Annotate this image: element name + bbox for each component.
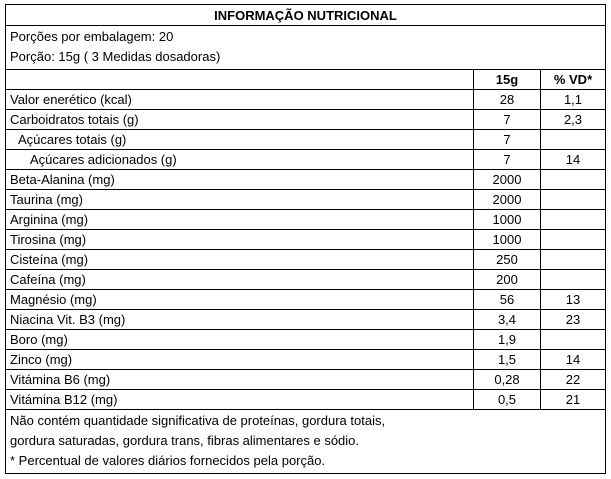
amount-cell: 2000 [473, 189, 541, 210]
table-row: Boro (mg) 1,9 [5, 329, 606, 350]
table-title: INFORMAÇÃO NUTRICIONAL [5, 4, 606, 26]
nutrient-name: Carboidratos totais (g) [5, 109, 474, 130]
amount-cell: 200 [473, 269, 541, 290]
nutrient-name: Açúcares totais (g) [5, 129, 474, 150]
table-row: Cisteína (mg) 250 [5, 249, 606, 270]
table-row: Açúcares totais (g) 7 [5, 129, 606, 150]
footer-row: Não contém quantidade significativa de p… [5, 409, 606, 474]
table-row: Carboidratos totais (g) 7 2,3 [5, 109, 606, 130]
amount-cell: 0,5 [473, 389, 541, 410]
nutrient-name: Tirosina (mg) [5, 229, 474, 250]
vd-cell: 1,1 [540, 89, 606, 110]
serving-line: Porções por embalagem: 20 [10, 29, 174, 44]
vd-cell: 13 [540, 289, 606, 310]
header-cell [5, 69, 474, 90]
nutrient-name: Magnésio (mg) [5, 289, 474, 310]
nutrient-name: Arginina (mg) [5, 209, 474, 230]
serving-line: Porção: 15g ( 3 Medidas dosadoras) [10, 49, 221, 64]
amount-cell: 28 [473, 89, 541, 110]
nutrient-name: Vitámina B12 (mg) [5, 389, 474, 410]
nutrition-table: INFORMAÇÃO NUTRICIONAL Porções por embal… [5, 4, 606, 474]
table-row: Beta-Alanina (mg) 2000 [5, 169, 606, 190]
nutrient-name: Taurina (mg) [5, 189, 474, 210]
nutrient-name: Valor enerético (kcal) [5, 89, 474, 110]
amount-cell: 1000 [473, 209, 541, 230]
table-row: Zinco (mg) 1,5 14 [5, 349, 606, 370]
vd-cell: 2,3 [540, 109, 606, 130]
vd-cell [540, 269, 606, 290]
amount-cell: 7 [473, 109, 541, 130]
nutrient-name: Niacina Vit. B3 (mg) [5, 309, 474, 330]
table-row: Niacina Vit. B3 (mg) 3,4 23 [5, 309, 606, 330]
footer-line: Não contém quantidade significativa de p… [10, 413, 386, 428]
nutrient-name: Zinco (mg) [5, 349, 474, 370]
header-cell: % VD* [540, 69, 606, 90]
nutrient-name: Boro (mg) [5, 329, 474, 350]
footer-cell: Não contém quantidade significativa de p… [5, 409, 606, 474]
vd-cell: 21 [540, 389, 606, 410]
amount-cell: 2000 [473, 169, 541, 190]
table-row: Taurina (mg) 2000 [5, 189, 606, 210]
amount-cell: 1000 [473, 229, 541, 250]
vd-cell [540, 189, 606, 210]
amount-cell: 7 [473, 129, 541, 150]
table-row: Magnésio (mg) 56 13 [5, 289, 606, 310]
serving-info: Porções por embalagem: 20 Porção: 15g ( … [5, 25, 606, 70]
table-row: Vitámina B12 (mg) 0,5 21 [5, 389, 606, 410]
amount-cell: 1,9 [473, 329, 541, 350]
vd-cell [540, 129, 606, 150]
footer-line: gordura saturadas, gordura trans, fibras… [10, 433, 360, 448]
amount-cell: 56 [473, 289, 541, 310]
nutrient-name: Cisteína (mg) [5, 249, 474, 270]
vd-cell: 14 [540, 149, 606, 170]
amount-cell: 3,4 [473, 309, 541, 330]
table-row: Açúcares adicionados (g) 7 14 [5, 149, 606, 170]
table-row: Cafeína (mg) 200 [5, 269, 606, 290]
vd-cell [540, 209, 606, 230]
nutrient-name: Cafeína (mg) [5, 269, 474, 290]
vd-cell [540, 169, 606, 190]
table-row: Vitámina B6 (mg) 0,28 22 [5, 369, 606, 390]
table-row: Arginina (mg) 1000 [5, 209, 606, 230]
amount-cell: 1,5 [473, 349, 541, 370]
header-cell: 15g [473, 69, 541, 90]
vd-cell: 14 [540, 349, 606, 370]
table-row: Valor enerético (kcal) 28 1,1 [5, 89, 606, 110]
amount-cell: 0,28 [473, 369, 541, 390]
table-row: Tirosina (mg) 1000 [5, 229, 606, 250]
amount-cell: 7 [473, 149, 541, 170]
footer-line: * Percentual de valores diários fornecid… [10, 453, 326, 468]
nutrient-name: Açúcares adicionados (g) [5, 149, 474, 170]
vd-cell: 22 [540, 369, 606, 390]
vd-cell [540, 249, 606, 270]
amount-cell: 250 [473, 249, 541, 270]
nutrient-name: Beta-Alanina (mg) [5, 169, 474, 190]
vd-cell: 23 [540, 309, 606, 330]
vd-cell [540, 229, 606, 250]
vd-cell [540, 329, 606, 350]
nutrient-name: Vitámina B6 (mg) [5, 369, 474, 390]
